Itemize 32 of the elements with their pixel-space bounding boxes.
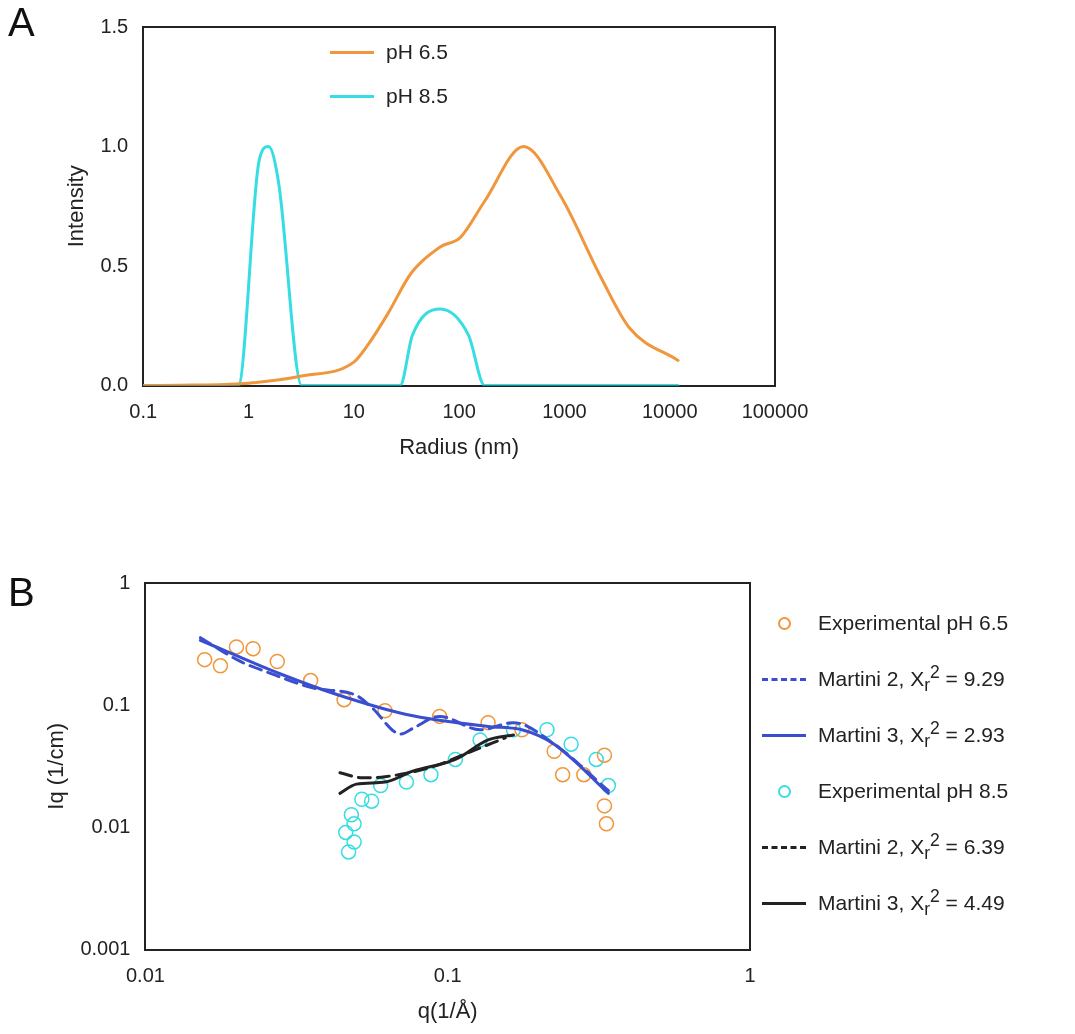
text: A: [8, 0, 35, 45]
x-tick-label: 1: [242, 400, 255, 423]
legend-label: pH 6.5: [386, 40, 448, 64]
y-axis-title: Iq (1/cm): [43, 722, 69, 810]
y-tick-label: 0.5: [100, 253, 129, 276]
legend-label: Experimental pH 8.5: [818, 779, 1009, 803]
y-axis-title: Intensity: [63, 165, 89, 248]
x-tick-label: 100: [442, 400, 476, 423]
x-tick-label: 10: [342, 400, 365, 423]
legend-label: Martini 2, X$_{r}$$^{2}$ = 6.39: [818, 829, 1005, 865]
legend-label: Martini 2, X$_{r}$$^{2}$ = 9.29: [818, 661, 1005, 697]
x-tick-label: 0.01: [125, 964, 165, 987]
x-tick-label: 100000: [741, 400, 809, 423]
x-tick-label: 1000: [542, 400, 587, 423]
legend-label: Martini 3, X$_{r}$$^{2}$ = 4.49: [818, 885, 1005, 921]
legend-label: pH 8.5: [386, 84, 448, 108]
y-tick-label: 1.5: [100, 14, 129, 37]
x-axis-title: Radius (nm): [399, 433, 520, 459]
text: B: [8, 570, 35, 615]
legend-label: Martini 3, X$_{r}$$^{2}$ = 2.93: [818, 717, 1005, 753]
x-tick-label: 0.1: [433, 964, 462, 987]
legend-label: Experimental pH 6.5: [818, 611, 1009, 635]
y-tick-label: 0.0: [100, 373, 129, 396]
y-tick-label: 1: [119, 570, 131, 593]
y-tick-label: 0.1: [102, 692, 131, 715]
x-tick-label: 10000: [641, 400, 698, 423]
x-axis-title: q(1/Å): [417, 997, 478, 1023]
y-tick-label: 0.001: [80, 937, 131, 960]
x-tick-label: 0.1: [129, 400, 158, 423]
y-tick-label: 1.0: [100, 134, 129, 157]
x-tick-label: 1: [744, 964, 756, 987]
y-tick-label: 0.01: [91, 814, 131, 837]
